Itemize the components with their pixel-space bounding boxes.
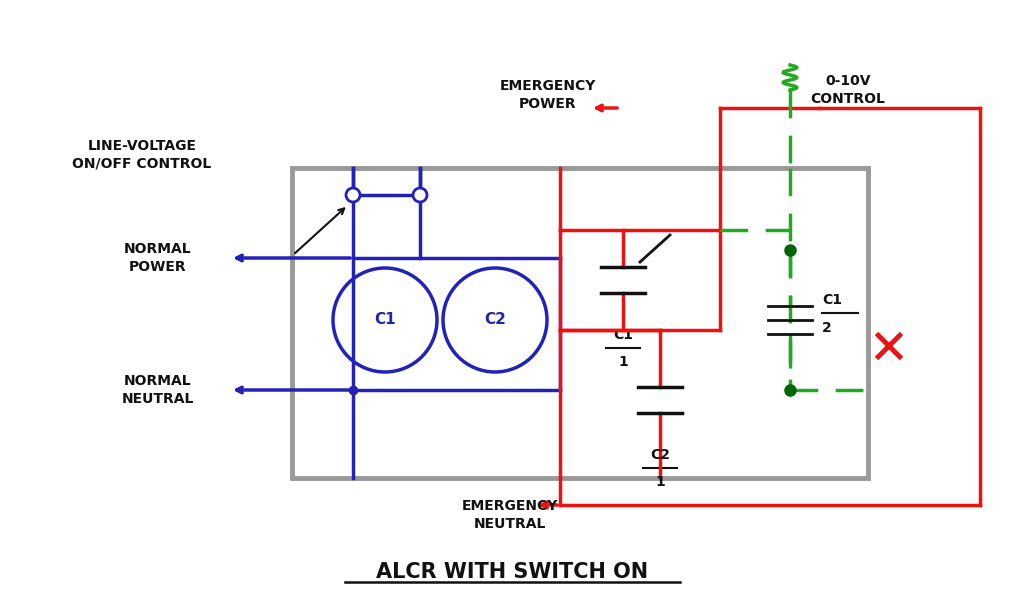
Text: NORMAL
POWER: NORMAL POWER	[124, 242, 191, 274]
Text: 1: 1	[655, 475, 665, 489]
Text: C1: C1	[613, 328, 633, 342]
Bar	[292, 168, 868, 478]
Text: C1: C1	[822, 293, 842, 307]
Text: LINE-VOLTAGE
ON/OFF CONTROL: LINE-VOLTAGE ON/OFF CONTROL	[73, 139, 212, 171]
Text: NORMAL
NEUTRAL: NORMAL NEUTRAL	[122, 375, 195, 405]
Text: C2: C2	[484, 313, 506, 327]
Text: EMERGENCY
POWER: EMERGENCY POWER	[500, 79, 596, 111]
Text: 0-10V
CONTROL: 0-10V CONTROL	[811, 75, 886, 105]
Text: EMERGENCY
NEUTRAL: EMERGENCY NEUTRAL	[462, 499, 558, 531]
Circle shape	[346, 188, 360, 202]
Text: 1: 1	[618, 355, 628, 369]
Text: ALCR WITH SWITCH ON: ALCR WITH SWITCH ON	[376, 562, 648, 582]
Circle shape	[413, 188, 427, 202]
Text: C1: C1	[374, 313, 396, 327]
Text: 2: 2	[822, 321, 831, 335]
Text: C2: C2	[650, 448, 670, 462]
